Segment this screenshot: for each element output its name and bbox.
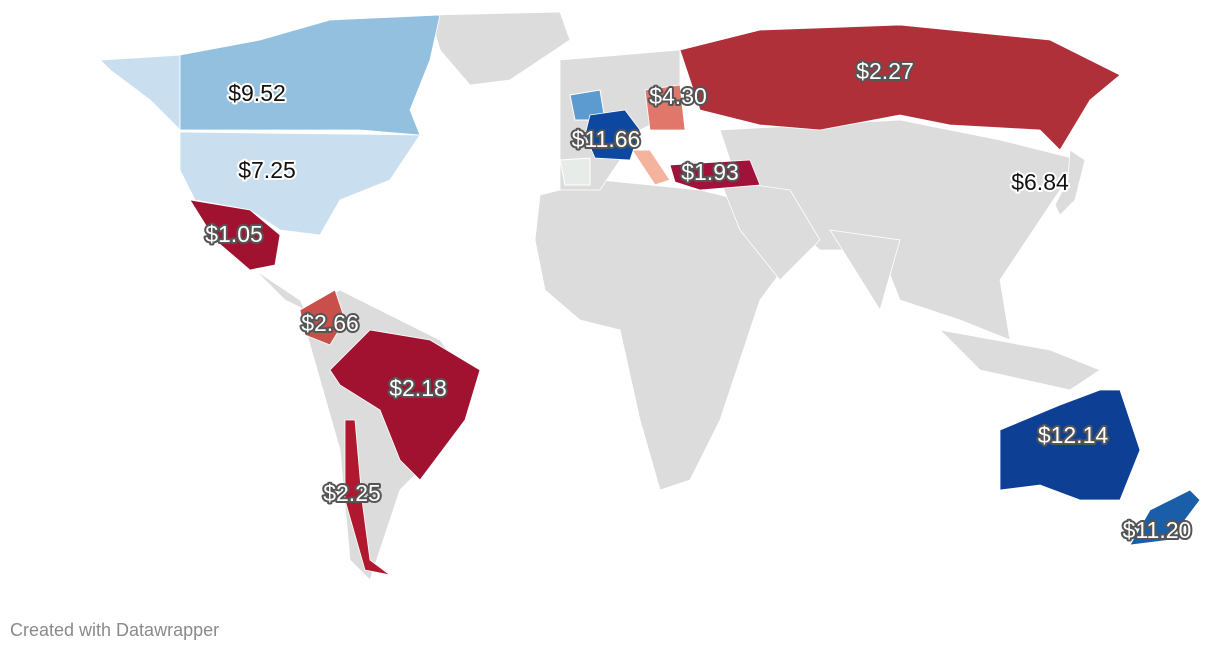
region [999,389,1141,501]
region [679,24,1121,151]
region [299,289,346,346]
italy [631,149,671,186]
region-label: $1.05 [205,221,263,247]
region-label: $2.66 [301,310,359,336]
region [584,109,641,161]
region [669,159,761,191]
spain [559,157,591,186]
region-label: $12.14 [1038,422,1109,448]
credit: Created with Datawrapper [10,620,219,640]
labels: $9.52 $7.25 $1.05 $2.66 $2.18 $2.25 $11.66 $4.3… [203,56,1193,545]
region-label: $7.25 [238,157,296,183]
region-label: $11.66 [572,126,641,152]
region-label: $11.20 [1123,517,1192,543]
region [179,14,441,136]
region-label: $4.30 [649,83,707,109]
region [179,131,421,236]
region-label: $6.84 [1011,169,1069,195]
region [329,329,481,481]
region-label: $2.27 [856,58,914,84]
se-asia [938,329,1101,391]
greenland [429,11,571,86]
africa [534,179,791,491]
region-label: $2.18 [389,375,447,401]
region [189,199,281,271]
region [344,419,391,576]
region [1129,489,1201,546]
regions [179,14,1201,576]
alaska [98,54,181,132]
region-label: $2.25 [323,480,381,506]
region [644,84,686,131]
region [1054,149,1086,216]
region-label: $1.93 [681,159,739,185]
central-america [254,269,306,311]
region-label: $9.52 [228,80,286,106]
india [829,229,901,311]
middle-east [719,179,821,281]
